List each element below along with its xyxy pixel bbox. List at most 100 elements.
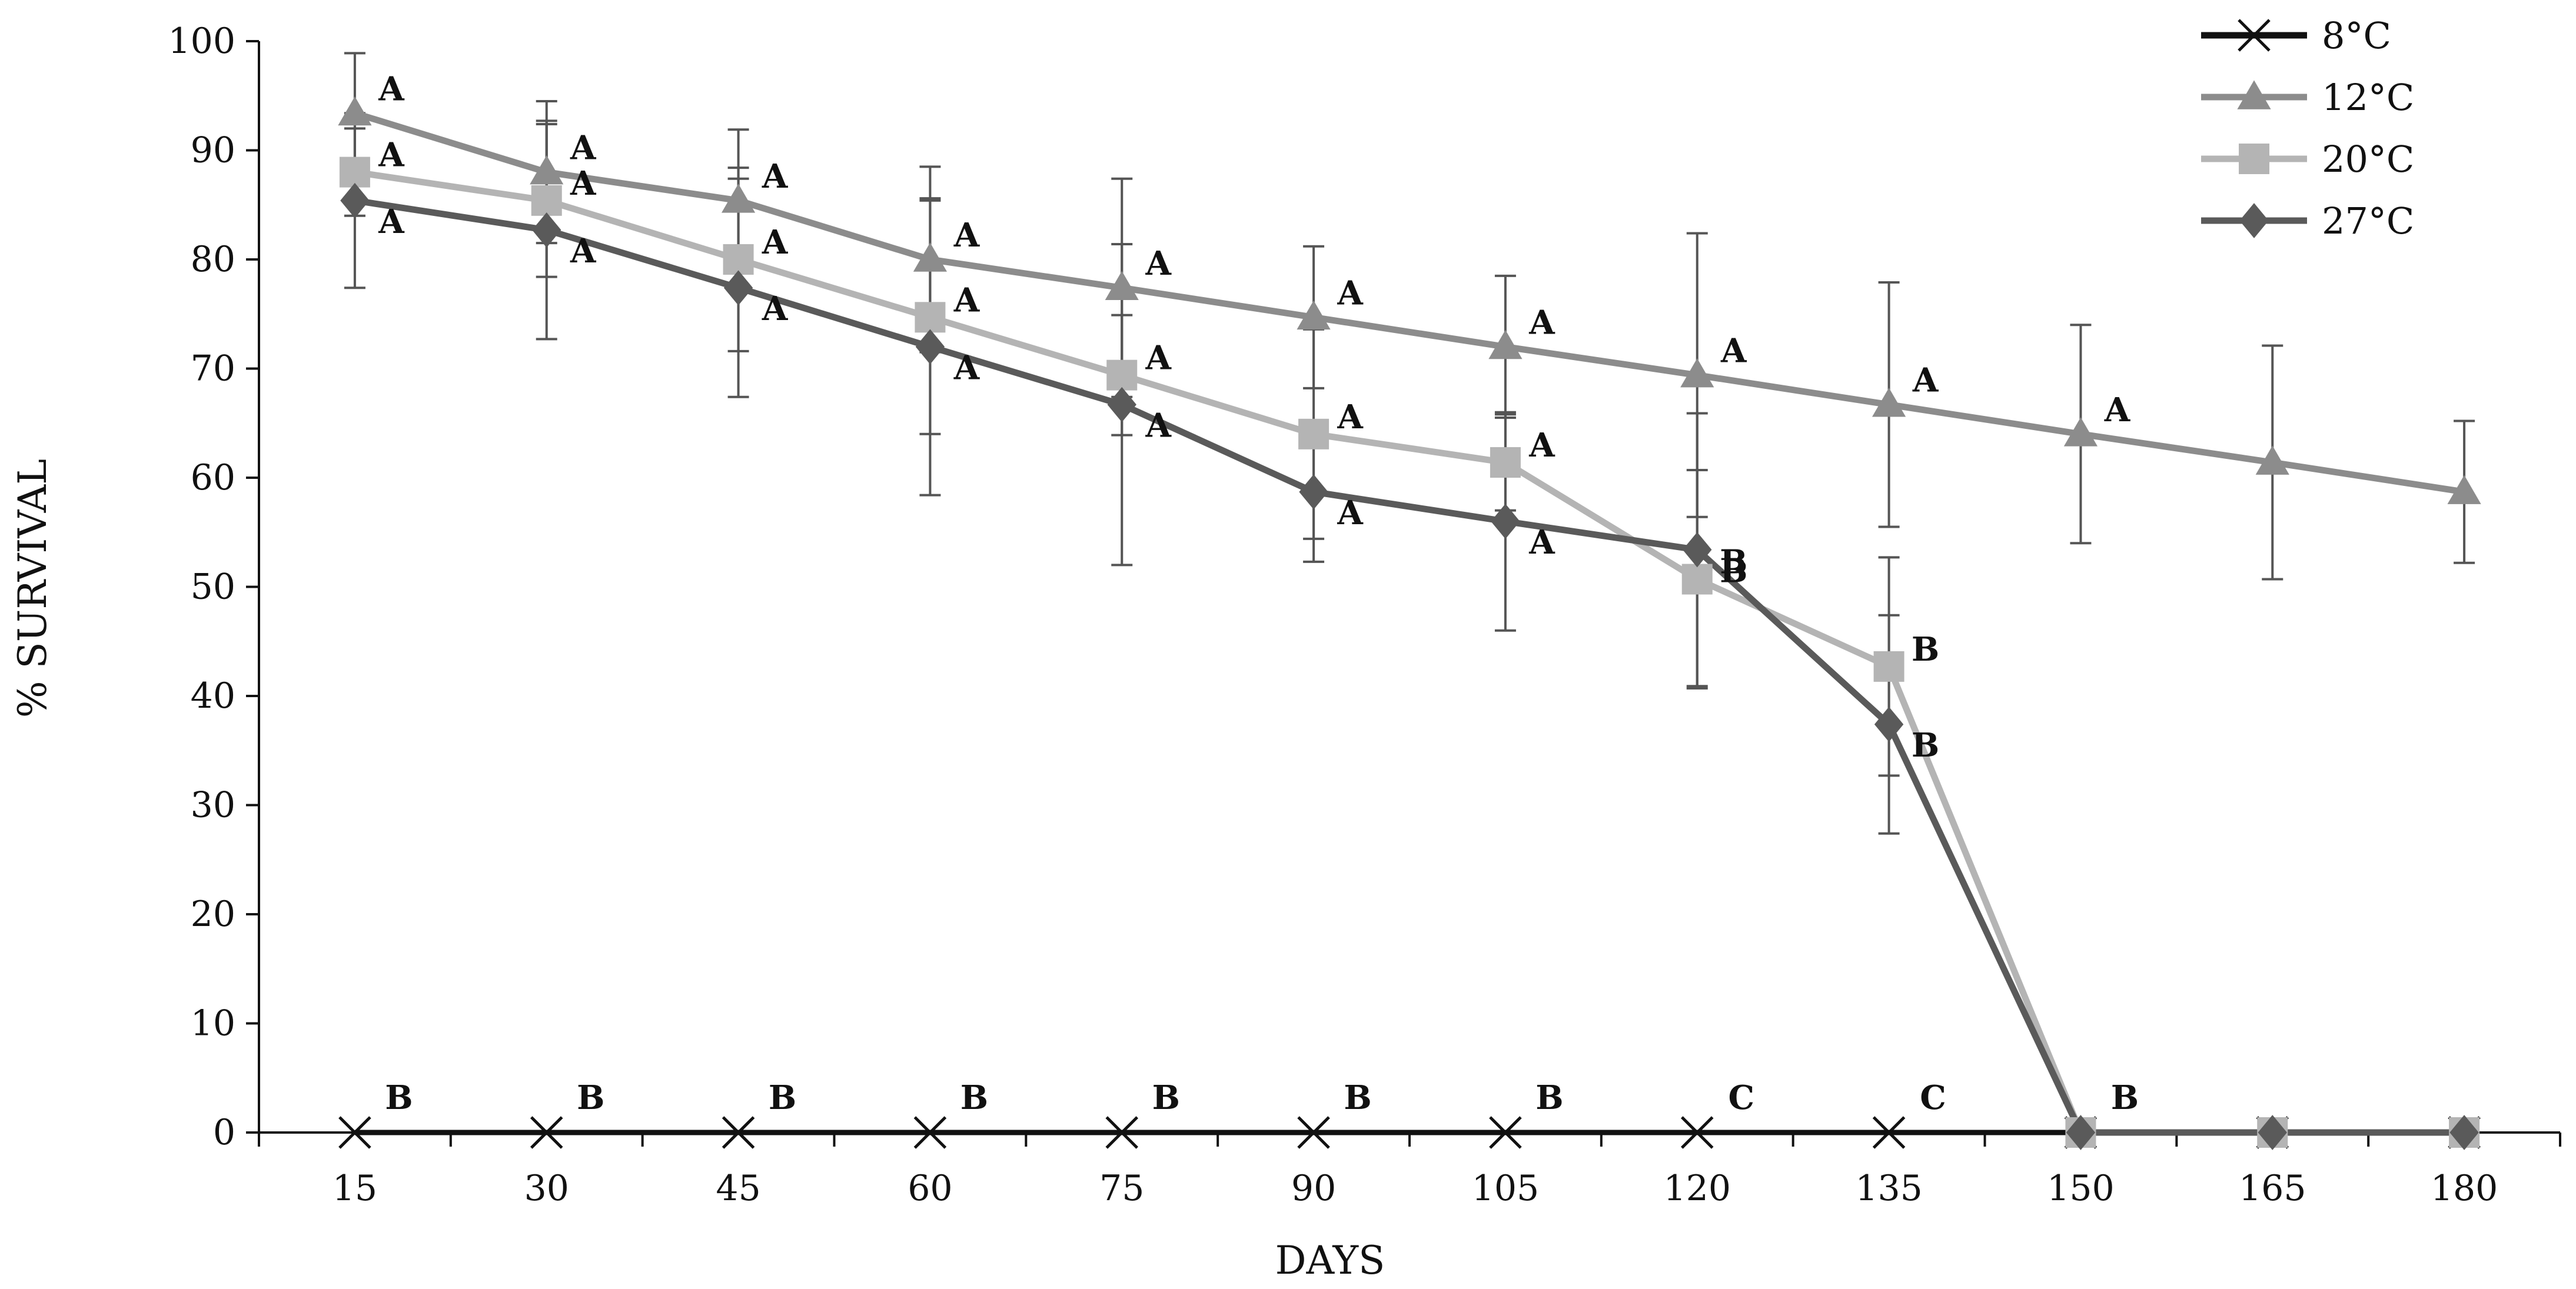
x-tick-label: 135 [1855,1168,1923,1209]
legend-label: 27°C [2322,199,2414,242]
data-point-12°C [2255,445,2289,475]
data-point-20°C [1106,359,1138,391]
data-point-12°C [338,96,372,126]
data-point-20°C [1298,418,1329,449]
legend-entry: 8°C [2201,14,2391,57]
x-tick-label: 15 [333,1168,377,1209]
significance-letter: A [1337,274,1364,312]
data-point-12°C [1105,271,1139,301]
data-point-12°C [1488,329,1523,359]
significance-letter: A [762,289,789,328]
y-axis-title: % SURVIVAL [10,459,55,718]
significance-letter: A [953,216,980,255]
significance-letter: B [1535,1078,1563,1117]
legend-marker [2239,144,2269,174]
data-point-27°C [2449,1115,2479,1150]
significance-letter: A [378,136,405,175]
y-tick-label: 10 [191,1003,235,1044]
y-tick-label: 70 [191,348,235,389]
data-point-8°C [338,1116,371,1149]
data-point-27°C [915,329,945,365]
series-line-27°C [354,197,2465,1136]
data-point-12°C [1297,300,1331,330]
series-line-20°C [354,169,2465,1136]
data-point-12°C [2063,417,2098,447]
significance-letter: A [2104,391,2131,429]
y-tick-label: 40 [191,675,235,717]
significance-letter: B [1912,630,1939,669]
significance-letter: B [577,1078,604,1117]
data-point-27°C [532,212,561,248]
x-tick-label: 45 [716,1168,760,1209]
significance-letter: B [1344,1078,1371,1117]
data-point-27°C [1491,504,1520,539]
significance-letter: A [1337,494,1364,532]
y-tick-label: 60 [191,457,235,498]
data-point-20°C [723,244,754,275]
legend-entry: 27°C [2201,199,2414,242]
significance-letter: A [762,157,789,196]
data-point-8°C [1489,1116,1522,1149]
significance-letter: A [1145,244,1172,283]
significance-letter: B [385,1078,413,1117]
data-point-8°C [1297,1116,1330,1149]
x-tick-label: 165 [2239,1168,2306,1209]
significance-letter: B [1720,543,1747,582]
significance-letter: B [769,1078,796,1117]
data-point-12°C [1872,388,1906,417]
x-tick-label: 60 [908,1168,952,1209]
series-layer [338,96,2481,1150]
legend-marker [2237,80,2271,109]
data-point-8°C [1105,1116,1139,1149]
data-point-20°C [1681,564,1713,595]
data-point-27°C [1107,387,1136,422]
data-point-27°C [2066,1115,2096,1150]
significance-letter: A [570,232,597,271]
significance-letter: B [2111,1078,2139,1117]
significance-letter: A [1528,426,1555,465]
x-tick-label: 105 [1472,1168,1540,1209]
significance-letter: C [1728,1078,1754,1117]
data-point-8°C [1872,1116,1906,1149]
data-point-12°C [721,184,756,213]
data-point-27°C [340,182,370,218]
data-point-8°C [722,1116,755,1149]
significance-letter: A [570,129,597,168]
x-tick-label: 180 [2431,1168,2498,1209]
data-point-20°C [1873,651,1904,682]
legend: 8°C 12°C 20°C 27°C [2201,14,2414,242]
data-point-20°C [1490,447,1521,478]
data-point-12°C [1680,358,1714,388]
data-point-27°C [1683,532,1712,568]
significance-letter: A [1912,361,1939,400]
data-point-27°C [2258,1115,2287,1150]
significance-letter: A [1337,398,1364,437]
data-point-27°C [723,270,753,306]
y-tick-label: 90 [191,130,235,171]
significance-letter: A [1528,303,1555,342]
significance-letter: A [378,202,405,241]
y-tick-label: 20 [191,894,235,935]
significance-letter: A [1145,407,1172,445]
data-point-12°C [530,155,564,185]
x-tick-label: 120 [1663,1168,1731,1209]
legend-marker [2239,203,2269,238]
significance-letter: B [1152,1078,1180,1117]
significance-letter: A [1528,523,1555,562]
significance-letter: B [1912,726,1939,765]
significance-letter: A [1145,339,1172,378]
x-axis-title: DAYS [1275,1238,1385,1283]
y-tick-label: 50 [191,567,235,608]
significance-letter: A [1720,332,1747,371]
significance-letter: B [1720,551,1747,590]
legend-label: 20°C [2322,138,2414,181]
data-point-8°C [530,1116,563,1149]
significance-letter: C [1920,1078,1946,1117]
data-point-20°C [339,156,370,188]
data-point-12°C [2447,475,2481,504]
y-tick-label: 30 [191,785,235,826]
legend-entry: 12°C [2201,76,2414,119]
data-point-8°C [913,1116,947,1149]
